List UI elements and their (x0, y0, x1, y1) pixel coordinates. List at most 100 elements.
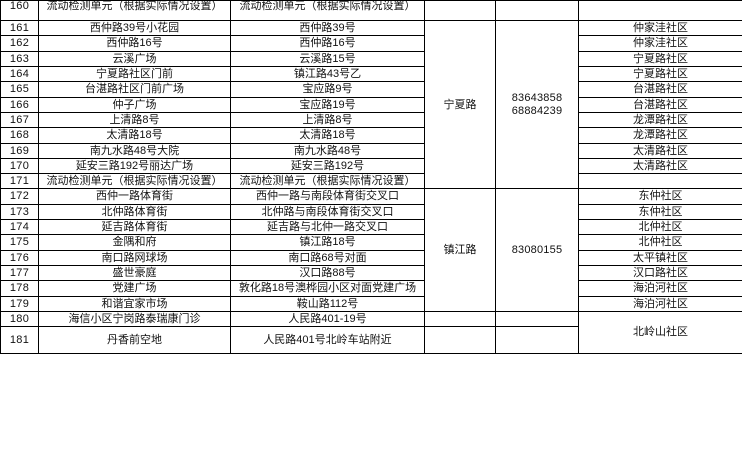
site-address-cell: 延安三路192号 (230, 157, 425, 175)
table-row[interactable]: 164 宁夏路社区门前 镇江路43号乙 宁夏路社区 (0, 65, 742, 83)
site-address-cell: 敦化路18号澳桦园小区对面党建广场 (230, 280, 425, 297)
table-row[interactable]: 166 仲子广场 宝应路19号 台湛路社区 (0, 96, 742, 113)
table-row[interactable]: 170 延安三路192号丽达广场 延安三路192号 太清路社区 (0, 157, 742, 175)
site-name-cell: 上清路8号 (38, 111, 231, 129)
site-address-cell: 西仲路39号 (230, 19, 425, 37)
table-row[interactable]: 165 台湛路社区门前广场 宝应路9号 台湛路社区 (0, 81, 742, 98)
site-name-cell: 丹香前空地 (38, 326, 231, 355)
phone-cell-ningxia: 83643858 68884239 (495, 19, 579, 190)
table-body: 160 流动检测单元（根据实际情况设置） 流动检测单元（根据实际情况设置） 16… (0, 0, 742, 355)
row-index-cell: 167 (0, 111, 39, 129)
community-cell: 东仲社区 (578, 188, 742, 205)
street-cell-zhenjiang: 镇江路 (424, 188, 496, 312)
site-address-cell: 延吉路与北仲一路交叉口 (230, 219, 425, 236)
site-name-cell: 台湛路社区门前广场 (38, 81, 231, 98)
site-address-cell: 流动检测单元（根据实际情况设置） (230, 0, 425, 21)
site-address-cell: 镇江路18号 (230, 234, 425, 251)
site-name-cell: 西仲路39号小花园 (38, 19, 231, 37)
row-index-cell: 175 (0, 234, 39, 251)
table-row[interactable]: 167 上清路8号 上清路8号 龙潭路社区 (0, 111, 742, 129)
site-address-cell: 太清路18号 (230, 127, 425, 144)
site-address-cell: 上清路8号 (230, 111, 425, 129)
row-index-cell: 168 (0, 127, 39, 144)
table-row[interactable]: 161 西仲路39号小花园 西仲路39号 宁夏路 83643858 688842… (0, 19, 742, 190)
street-cell (424, 326, 496, 355)
table-row[interactable]: 171 流动检测单元（根据实际情况设置） 流动检测单元（根据实际情况设置） (0, 173, 742, 190)
row-index-cell: 174 (0, 219, 39, 236)
table-row[interactable]: 175 金隅和府 镇江路18号 北仲社区 (0, 234, 742, 251)
community-cell: 龙潭路社区 (578, 111, 742, 129)
site-name-cell: 党建广场 (38, 280, 231, 297)
row-index-cell: 162 (0, 35, 39, 52)
site-address-cell: 北仲路与南段体育街交叉口 (230, 203, 425, 221)
site-address-cell: 汉口路88号 (230, 264, 425, 282)
table-row[interactable]: 169 南九水路48号大院 南九水路48号 太清路社区 (0, 142, 742, 159)
street-cell (424, 310, 496, 328)
phone-cell (495, 326, 579, 355)
community-cell: 宁夏路社区 (578, 50, 742, 67)
site-name-cell: 仲子广场 (38, 96, 231, 113)
table-row[interactable]: 177 盛世豪庭 汉口路88号 汉口路社区 (0, 264, 742, 282)
community-cell: 太平镇社区 (578, 249, 742, 267)
community-cell: 仲家洼社区 (578, 19, 742, 37)
site-address-cell: 镇江路43号乙 (230, 65, 425, 83)
community-cell: 海泊河社区 (578, 280, 742, 297)
row-index-cell: 181 (0, 326, 39, 355)
row-index-cell: 172 (0, 188, 39, 205)
site-address-cell: 流动检测单元（根据实际情况设置） (230, 173, 425, 190)
table-row[interactable]: 172 西仲一路体育街 西仲一路与南段体育街交叉口 镇江路 83080155 东… (0, 188, 742, 312)
site-name-cell: 流动检测单元（根据实际情况设置） (38, 0, 231, 21)
site-address-cell: 西仲路16号 (230, 35, 425, 52)
row-index-cell: 179 (0, 295, 39, 312)
site-name-cell: 海信小区宁岗路泰瑞康门诊 (38, 310, 231, 328)
community-cell: 汉口路社区 (578, 264, 742, 282)
site-name-cell: 西仲一路体育街 (38, 188, 231, 205)
row-index-cell: 177 (0, 264, 39, 282)
community-cell: 北仲社区 (578, 219, 742, 236)
community-cell: 北仲社区 (578, 234, 742, 251)
street-cell (424, 0, 496, 21)
table-row[interactable]: 163 云溪广场 云溪路15号 宁夏路社区 (0, 50, 742, 67)
community-cell: 宁夏路社区 (578, 65, 742, 83)
table-row[interactable]: 176 南口路网球场 南口路68号对面 太平镇社区 (0, 249, 742, 267)
detection-site-table: 160 流动检测单元（根据实际情况设置） 流动检测单元（根据实际情况设置） 16… (0, 0, 742, 355)
table-row[interactable]: 160 流动检测单元（根据实际情况设置） 流动检测单元（根据实际情况设置） (0, 0, 742, 21)
site-name-cell: 流动检测单元（根据实际情况设置） (38, 173, 231, 190)
site-address-cell: 鞍山路112号 (230, 295, 425, 312)
phone-line-1: 83643858 (511, 92, 563, 105)
table-row[interactable]: 168 太清路18号 太清路18号 龙潭路社区 (0, 127, 742, 144)
row-index-cell: 169 (0, 142, 39, 159)
row-index-cell: 166 (0, 96, 39, 113)
table-row[interactable]: 179 和谐宜家市场 鞍山路112号 海泊河社区 (0, 295, 742, 312)
site-address-cell: 南九水路48号 (230, 142, 425, 159)
table-row[interactable]: 180 海信小区宁岗路泰瑞康门诊 人民路401-19号 北岭山社区 (0, 310, 742, 355)
table-row[interactable]: 173 北仲路体育街 北仲路与南段体育街交叉口 东仲社区 (0, 203, 742, 221)
community-cell: 龙潭路社区 (578, 127, 742, 144)
site-address-cell: 人民路401-19号 (230, 310, 425, 328)
phone-line-2: 68884239 (511, 104, 563, 117)
phone-cell-zhenjiang: 83080155 (495, 188, 579, 312)
site-address-cell: 云溪路15号 (230, 50, 425, 67)
site-address-cell: 西仲一路与南段体育街交叉口 (230, 188, 425, 205)
table-row[interactable]: 178 党建广场 敦化路18号澳桦园小区对面党建广场 海泊河社区 (0, 280, 742, 297)
site-address-cell: 南口路68号对面 (230, 249, 425, 267)
site-name-cell: 北仲路体育街 (38, 203, 231, 221)
site-name-cell: 南口路网球场 (38, 249, 231, 267)
row-index-cell: 164 (0, 65, 39, 83)
site-name-cell: 太清路18号 (38, 127, 231, 144)
community-cell: 东仲社区 (578, 203, 742, 221)
row-index-cell: 163 (0, 50, 39, 67)
community-cell-beilingshan: 北岭山社区 (578, 310, 742, 355)
site-name-cell: 金隅和府 (38, 234, 231, 251)
row-index-cell: 180 (0, 310, 39, 328)
row-index-cell: 171 (0, 173, 39, 190)
table-row[interactable]: 174 延吉路体育街 延吉路与北仲一路交叉口 北仲社区 (0, 219, 742, 236)
site-name-cell: 南九水路48号大院 (38, 142, 231, 159)
site-name-cell: 云溪广场 (38, 50, 231, 67)
table-row[interactable]: 162 西仲路16号 西仲路16号 仲家洼社区 (0, 35, 742, 52)
row-index-cell: 170 (0, 157, 39, 175)
site-address-cell: 宝应路19号 (230, 96, 425, 113)
table-row[interactable]: 181 丹香前空地 人民路401号北岭车站附近 (0, 326, 742, 355)
site-name-cell: 西仲路16号 (38, 35, 231, 52)
community-cell (578, 0, 742, 21)
